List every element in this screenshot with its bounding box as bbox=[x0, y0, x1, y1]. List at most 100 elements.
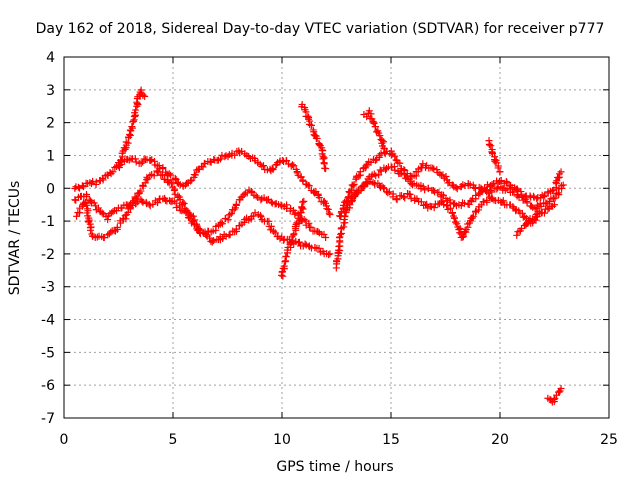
data-point bbox=[493, 185, 501, 193]
data-point bbox=[222, 232, 230, 240]
data-point bbox=[231, 151, 239, 159]
data-point bbox=[400, 193, 408, 201]
data-point bbox=[485, 141, 493, 149]
data-point bbox=[335, 242, 343, 250]
data-point bbox=[559, 181, 567, 189]
data-point bbox=[325, 251, 333, 259]
data-point bbox=[141, 92, 149, 100]
data-point bbox=[406, 190, 414, 198]
data-point bbox=[109, 168, 117, 176]
data-point bbox=[296, 209, 304, 217]
data-point bbox=[217, 155, 225, 163]
data-point bbox=[370, 170, 378, 178]
data-point bbox=[365, 107, 373, 115]
data-point bbox=[319, 155, 327, 163]
data-point bbox=[132, 158, 140, 166]
data-point bbox=[353, 187, 361, 195]
data-point bbox=[305, 219, 313, 227]
data-points bbox=[71, 86, 567, 406]
data-point bbox=[159, 165, 167, 173]
data-point bbox=[551, 394, 559, 402]
data-point bbox=[542, 199, 550, 207]
data-point bbox=[443, 201, 451, 209]
data-point bbox=[299, 198, 307, 206]
data-point bbox=[453, 220, 461, 228]
data-point bbox=[305, 182, 313, 190]
data-point bbox=[551, 201, 558, 209]
data-point bbox=[232, 225, 240, 233]
data-point bbox=[369, 179, 377, 187]
data-point bbox=[518, 193, 526, 201]
data-point bbox=[326, 250, 334, 258]
data-point bbox=[171, 174, 179, 182]
data-point bbox=[107, 228, 115, 236]
data-point bbox=[218, 220, 226, 228]
data-point bbox=[359, 183, 367, 191]
data-point bbox=[459, 232, 467, 240]
data-point bbox=[143, 173, 151, 181]
data-point bbox=[118, 157, 126, 165]
data-point bbox=[178, 201, 186, 209]
data-point bbox=[210, 237, 218, 245]
x-tick-label: 15 bbox=[382, 432, 400, 448]
data-point bbox=[385, 188, 393, 196]
data-point bbox=[257, 213, 265, 221]
data-point bbox=[92, 178, 100, 186]
data-point bbox=[421, 186, 429, 194]
data-point bbox=[267, 198, 275, 206]
data-point bbox=[311, 189, 319, 197]
data-point bbox=[424, 184, 432, 192]
data-point bbox=[325, 209, 333, 217]
y-tick-label: -5 bbox=[41, 345, 55, 361]
data-point bbox=[439, 171, 447, 179]
data-point bbox=[450, 214, 458, 222]
data-point bbox=[269, 165, 277, 173]
data-point bbox=[282, 253, 290, 261]
data-point bbox=[268, 164, 276, 172]
data-point bbox=[519, 213, 527, 221]
data-point bbox=[249, 212, 257, 220]
data-point bbox=[499, 197, 507, 205]
data-point bbox=[307, 223, 315, 231]
data-point bbox=[457, 182, 465, 190]
data-point bbox=[263, 196, 271, 204]
data-point bbox=[121, 145, 129, 153]
data-point bbox=[196, 228, 204, 236]
data-point bbox=[280, 262, 288, 270]
data-point bbox=[392, 195, 400, 203]
y-tick-label: -6 bbox=[41, 378, 55, 394]
data-point bbox=[126, 131, 134, 139]
data-point bbox=[469, 212, 477, 220]
data-point bbox=[460, 199, 468, 207]
data-point bbox=[304, 112, 312, 120]
data-point bbox=[453, 185, 461, 193]
data-point bbox=[73, 212, 81, 220]
data-point bbox=[502, 177, 510, 185]
data-point bbox=[523, 199, 531, 207]
data-point bbox=[290, 162, 298, 170]
data-point bbox=[554, 174, 562, 182]
data-point bbox=[393, 196, 401, 204]
data-point bbox=[313, 135, 321, 143]
data-point bbox=[496, 178, 504, 186]
data-point bbox=[232, 200, 240, 208]
data-point bbox=[375, 151, 383, 159]
data-point bbox=[551, 194, 559, 202]
data-point bbox=[491, 157, 499, 165]
data-point bbox=[540, 209, 548, 217]
data-point bbox=[323, 205, 331, 213]
data-point bbox=[224, 216, 232, 224]
y-tick-label: -1 bbox=[41, 214, 55, 230]
data-point bbox=[370, 119, 378, 127]
x-tick-label: 10 bbox=[273, 432, 291, 448]
data-point bbox=[417, 198, 425, 206]
data-point bbox=[99, 176, 107, 184]
data-point bbox=[436, 170, 444, 178]
data-point bbox=[352, 191, 360, 199]
data-point bbox=[98, 209, 106, 217]
data-point bbox=[367, 110, 375, 118]
data-point bbox=[258, 162, 266, 170]
data-point bbox=[158, 171, 166, 179]
y-tick-label: -3 bbox=[41, 280, 55, 296]
x-tick-label: 5 bbox=[169, 432, 178, 448]
